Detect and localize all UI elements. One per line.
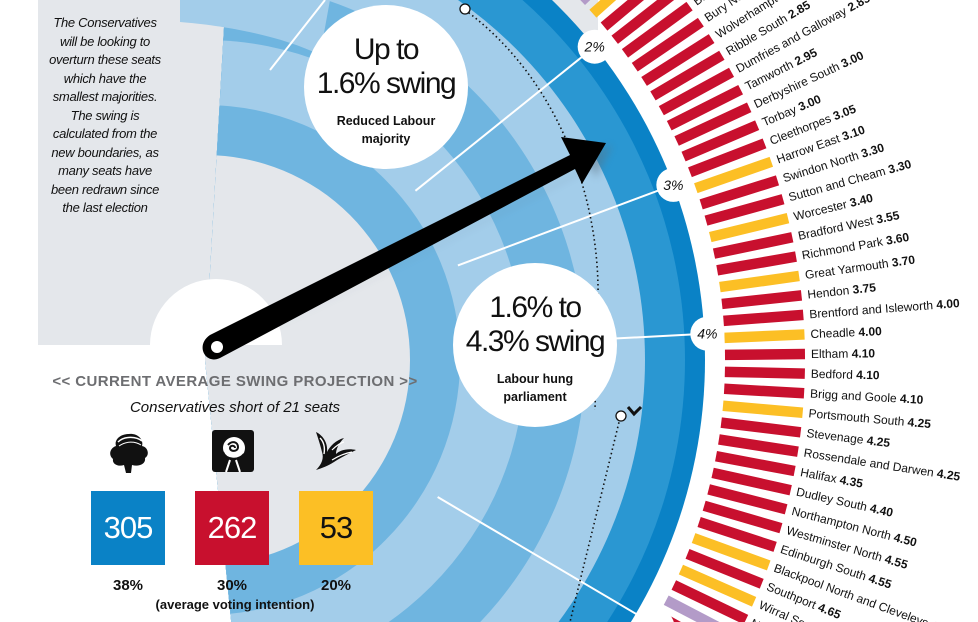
seat-bar xyxy=(724,348,806,361)
seat-label: Cheadle 4.00 xyxy=(810,324,882,341)
seat-bar xyxy=(711,467,792,496)
seat-bar xyxy=(709,213,790,243)
seat-bar xyxy=(694,156,774,194)
seat-label: Hendon 3.75 xyxy=(807,280,877,301)
svg-text:parliament: parliament xyxy=(503,390,567,404)
seat-bar xyxy=(681,120,760,162)
seat-bar xyxy=(704,194,785,226)
seat-bar xyxy=(702,500,783,534)
seat-bar xyxy=(650,50,725,101)
seat-bar xyxy=(671,580,749,622)
seat-bar xyxy=(707,484,788,515)
seat-bar xyxy=(688,138,767,178)
swing-bubble: Up to1.6% swing Reduced Labour majority xyxy=(304,5,468,169)
conservative-seats-box: 305 xyxy=(91,491,165,565)
libdem-seats: 53 xyxy=(319,510,353,545)
seat-bar xyxy=(611,0,675,44)
seat-bar xyxy=(663,595,720,622)
projection-heading: << CURRENT AVERAGE SWING PROJECTION >> xyxy=(52,373,418,390)
seat-bar xyxy=(691,533,771,571)
libdem-seats-box: 53 xyxy=(299,491,373,565)
swing-tick-label: 3% xyxy=(663,177,683,193)
swing-tick-label: 5% xyxy=(647,618,667,622)
swing-tick-label: 2% xyxy=(584,39,605,55)
seat-label: Stevenage 4.25 xyxy=(806,426,891,450)
seat-bar xyxy=(712,232,794,259)
seat-bar xyxy=(589,0,617,18)
svg-text:4.3% swing: 4.3% swing xyxy=(466,325,604,358)
seat-bar xyxy=(674,102,752,146)
seat-bar xyxy=(666,84,744,131)
svg-text:1.6% swing: 1.6% swing xyxy=(317,67,455,100)
seat-label: Brentford and Isleworth 4.00 xyxy=(809,296,961,321)
svg-text:Up to: Up to xyxy=(354,33,419,66)
seat-bar xyxy=(699,175,780,210)
tree-icon xyxy=(104,430,154,474)
seat-bar xyxy=(723,383,805,399)
seat-bar xyxy=(600,0,644,31)
overlay: 2% 3% 4% 5% Up to1.6% swing Reduced Labour maj… xyxy=(202,0,725,622)
seat-bar xyxy=(724,329,805,344)
labour-vote-pct: 30% xyxy=(216,577,248,594)
libdem-vote-pct: 20% xyxy=(320,577,352,594)
conservative-vote-pct: 38% xyxy=(112,577,144,594)
seat-bar xyxy=(678,564,757,607)
seat-bar xyxy=(723,309,804,327)
labour-seats: 262 xyxy=(207,510,258,545)
seat-bar xyxy=(718,434,799,457)
seat-bar xyxy=(697,517,777,552)
seat-bar xyxy=(716,251,797,276)
seat-bar xyxy=(658,67,735,116)
swing-tick-label: 4% xyxy=(697,326,717,342)
labour-seats-box: 262 xyxy=(195,491,269,565)
svg-text:1.6% to: 1.6% to xyxy=(489,291,581,324)
seat-bar xyxy=(724,366,805,379)
seat-bar xyxy=(641,34,715,86)
explanatory-note: The Conservatives will be looking to ove… xyxy=(49,15,161,215)
seat-bar xyxy=(621,1,693,58)
seat-bar xyxy=(721,290,803,310)
seat-bar xyxy=(719,270,800,293)
seat-bar xyxy=(720,417,802,438)
projection-subheading: Conservatives short of 21 seats xyxy=(129,399,341,416)
bird-icon xyxy=(310,430,360,474)
seat-label: Eltham 4.10 xyxy=(811,346,876,361)
conservative-seats: 305 xyxy=(103,510,154,545)
svg-text:majority: majority xyxy=(362,132,411,146)
seat-bar xyxy=(580,0,591,6)
svg-text:Reduced Labour: Reduced Labour xyxy=(337,114,436,128)
seat-bar xyxy=(631,17,704,72)
rose-icon xyxy=(208,430,258,474)
seat-bar xyxy=(722,400,804,419)
seat-bar xyxy=(685,549,764,589)
seat-bar xyxy=(715,451,796,477)
svg-text:Labour hung: Labour hung xyxy=(497,372,573,386)
seat-label: Bedford 4.10 xyxy=(811,367,880,383)
seat-label: Brigg and Goole 4.10 xyxy=(810,387,924,407)
voting-intention-footnote: (average voting intention) xyxy=(155,597,315,612)
seat-bars xyxy=(580,0,806,622)
swing-bubble: 1.6% to4.3% swing Labour hung parliament xyxy=(453,263,617,427)
